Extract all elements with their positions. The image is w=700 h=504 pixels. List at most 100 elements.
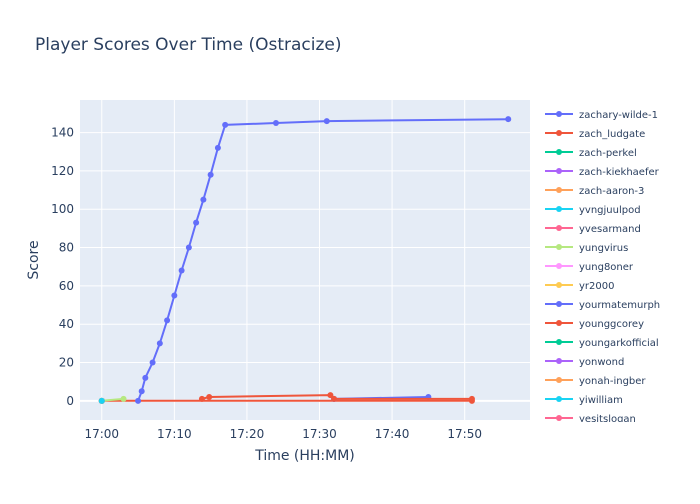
data-point[interactable]	[468, 395, 475, 402]
legend-item[interactable]: yvesarmand	[545, 224, 641, 235]
legend-swatch-marker	[556, 377, 562, 383]
data-point[interactable]	[138, 388, 145, 395]
legend-swatch-marker	[556, 111, 562, 117]
legend[interactable]: zachary-wilde-1 zach_ludgate zach-perkel za…	[545, 110, 660, 425]
legend-label: zach-aaron-3	[579, 186, 644, 197]
legend-label: yungvirus	[579, 243, 628, 254]
legend-swatch-marker	[556, 130, 562, 136]
legend-label: yvesarmand	[579, 224, 641, 235]
legend-label: yvngjuulpod	[579, 205, 641, 216]
legend-swatch-marker	[556, 206, 562, 212]
legend-item[interactable]: yourmatemurph	[545, 300, 660, 311]
chart-title: Player Scores Over Time (Ostracize)	[35, 35, 342, 55]
x-tick-label: 17:20	[230, 427, 265, 441]
legend-item[interactable]: yvngjuulpod	[545, 205, 641, 216]
legend-label: zach-perkel	[579, 148, 637, 159]
data-point[interactable]	[327, 392, 334, 399]
y-tick-label: 100	[51, 202, 74, 216]
legend-item[interactable]: yr2000	[545, 281, 614, 292]
legend-item[interactable]: zach-perkel	[545, 148, 637, 159]
data-point[interactable]	[193, 219, 200, 226]
legend-label: yonwond	[579, 357, 624, 368]
legend-swatch-marker	[556, 339, 562, 345]
legend-item[interactable]: yesitslogan	[545, 414, 636, 425]
legend-swatch-marker	[556, 168, 562, 174]
legend-label: younggcorey	[579, 319, 644, 330]
legend-item[interactable]: yiwilliam	[545, 395, 623, 406]
data-point[interactable]	[331, 395, 338, 402]
legend-swatch-marker	[556, 320, 562, 326]
data-point[interactable]	[198, 395, 205, 402]
legend-label: yesitslogan	[579, 414, 636, 425]
series-zachary-wilde-1	[135, 116, 512, 404]
data-point[interactable]	[323, 118, 330, 125]
legend-label: zach_ludgate	[579, 129, 645, 140]
legend-label: yiwilliam	[579, 395, 623, 406]
x-tick-label: 17:30	[302, 427, 337, 441]
data-point[interactable]	[185, 244, 192, 251]
legend-swatch-marker	[556, 396, 562, 402]
data-point[interactable]	[200, 196, 207, 203]
legend-label: yung8oner	[579, 262, 634, 273]
y-tick-label: 80	[59, 241, 74, 255]
y-tick-label: 0	[66, 394, 74, 408]
data-point[interactable]	[171, 292, 178, 299]
x-tick-label: 17:00	[84, 427, 119, 441]
legend-item[interactable]: yonah-ingber	[545, 376, 646, 387]
legend-label: youngarkofficial	[579, 338, 659, 349]
data-point[interactable]	[206, 394, 213, 401]
data-point[interactable]	[222, 121, 229, 128]
data-point[interactable]	[156, 340, 163, 347]
x-tick-label: 17:50	[447, 427, 482, 441]
y-tick-label: 60	[59, 279, 74, 293]
legend-label: zach-kiekhaefer	[579, 167, 660, 178]
legend-label: yonah-ingber	[579, 376, 646, 387]
legend-label: yr2000	[579, 281, 614, 292]
legend-item[interactable]: zachary-wilde-1	[545, 110, 658, 121]
legend-item[interactable]: youngarkofficial	[545, 338, 659, 349]
legend-swatch-marker	[556, 301, 562, 307]
x-tick-labels: 17:00 17:10 17:20 17:30 17:40 17:50	[84, 427, 481, 441]
series-yiwilliam	[98, 397, 105, 404]
series-younggcorey	[198, 392, 475, 402]
data-point[interactable]	[135, 397, 142, 404]
legend-swatch-marker	[556, 187, 562, 193]
data-point[interactable]	[214, 144, 221, 151]
series-line	[101, 397, 124, 402]
x-axis-label: Time (HH:MM)	[254, 448, 355, 464]
legend-swatch-marker	[556, 149, 562, 155]
y-tick-label: 20	[59, 356, 74, 370]
data-point[interactable]	[120, 395, 127, 402]
legend-item[interactable]: yungvirus	[545, 243, 628, 254]
legend-item[interactable]: zach-kiekhaefer	[545, 167, 660, 178]
data-point[interactable]	[178, 267, 185, 274]
legend-item[interactable]: zach-aaron-3	[545, 186, 644, 197]
y-tick-labels: 0 20 40 60 80 100 120 140	[51, 126, 74, 408]
legend-label: yourmatemurph	[579, 300, 660, 311]
legend-swatch-marker	[556, 282, 562, 288]
data-point[interactable]	[142, 374, 149, 381]
y-tick-label: 140	[51, 126, 74, 140]
legend-item[interactable]: younggcorey	[545, 319, 644, 330]
legend-item[interactable]: zach_ludgate	[545, 129, 645, 140]
data-point[interactable]	[272, 119, 279, 126]
legend-label: zachary-wilde-1	[579, 110, 658, 121]
legend-swatch-marker	[556, 225, 562, 231]
data-point[interactable]	[164, 317, 171, 324]
x-tick-label: 17:40	[375, 427, 410, 441]
legend-swatch-marker	[556, 358, 562, 364]
data-point[interactable]	[98, 397, 105, 404]
y-tick-label: 40	[59, 317, 74, 331]
series-layer	[98, 116, 512, 404]
data-point[interactable]	[149, 359, 156, 366]
data-point[interactable]	[207, 171, 214, 178]
legend-swatch-marker	[556, 415, 562, 421]
legend-item[interactable]: yonwond	[545, 357, 624, 368]
plot-area	[80, 100, 530, 420]
legend-swatch-marker	[556, 263, 562, 269]
y-tick-label: 120	[51, 164, 74, 178]
data-point[interactable]	[505, 116, 512, 123]
legend-item[interactable]: yung8oner	[545, 262, 634, 273]
y-axis-label: Score	[26, 240, 42, 279]
